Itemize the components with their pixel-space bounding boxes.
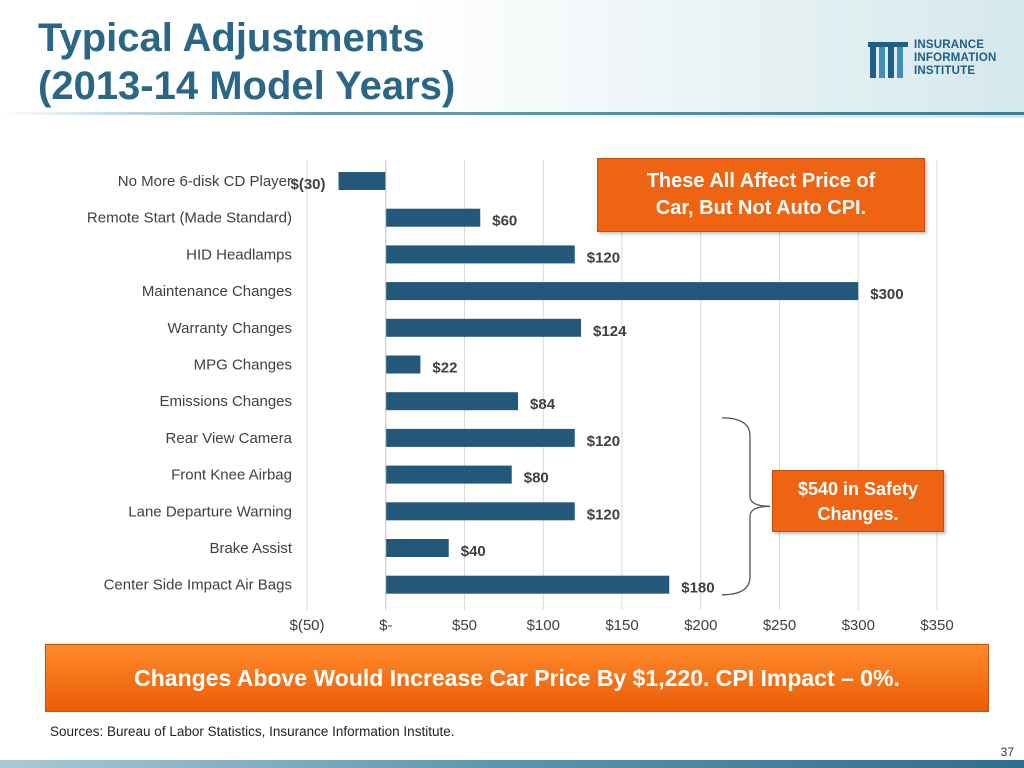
- category-label-11: Center Side Impact Air Bags: [104, 577, 292, 594]
- logo-line1: INSURANCE: [914, 39, 985, 51]
- x-tick-label-1: $-: [379, 617, 392, 634]
- data-label-8: $80: [524, 470, 549, 487]
- category-label-10: Brake Assist: [209, 540, 292, 557]
- safety-line1: $540 in Safety: [797, 479, 919, 499]
- data-label-7: $120: [587, 433, 620, 450]
- price-impact-callout: These All Affect Price of Car, But Not A…: [597, 158, 925, 232]
- data-label-2: $120: [587, 249, 620, 266]
- iii-logo: INSURANCE INFORMATION INSTITUTE: [868, 38, 1018, 80]
- page-title: Typical Adjustments (2013-14 Model Years…: [38, 14, 455, 110]
- callout-line2: Car, But Not Auto CPI.: [655, 197, 867, 219]
- data-label-9: $120: [587, 506, 620, 523]
- data-label-1: $60: [492, 213, 517, 230]
- bar-1: [385, 208, 481, 227]
- bar-2: [385, 245, 575, 264]
- x-tick-label-0: $(50): [289, 617, 324, 634]
- bar-3: [385, 282, 859, 301]
- bar-8: [385, 465, 512, 484]
- category-label-9: Lane Departure Warning: [128, 503, 292, 520]
- logo-line2: INFORMATION: [914, 52, 997, 64]
- x-tick-label-3: $100: [527, 617, 560, 634]
- data-label-6: $84: [530, 396, 556, 413]
- bar-6: [385, 392, 519, 411]
- page-title-line2: (2013-14 Model Years): [38, 64, 456, 108]
- page-title-line1: Typical Adjustments: [38, 16, 425, 60]
- callout-line1: These All Affect Price of: [646, 170, 876, 192]
- x-tick-label-8: $350: [920, 617, 953, 634]
- data-label-4: $124: [593, 323, 627, 340]
- category-label-8: Front Knee Airbag: [171, 467, 292, 484]
- bar-11: [385, 575, 670, 594]
- iii-logo-icon: [868, 42, 908, 78]
- bar-4: [385, 318, 582, 337]
- category-label-1: Remote Start (Made Standard): [87, 210, 292, 227]
- header-background: [0, 0, 1024, 118]
- bar-10: [385, 539, 449, 557]
- data-label-5: $22: [432, 360, 457, 377]
- bar-0: [338, 172, 386, 190]
- safety-changes-callout: $540 in Safety Changes.: [772, 470, 944, 532]
- x-tick-label-5: $200: [684, 617, 717, 634]
- bar-chart: No More 6-disk CD Player$(30) Remote Star…: [87, 160, 954, 634]
- data-label-10: $40: [461, 543, 486, 560]
- safety-bracket: [721, 417, 771, 596]
- iii-logo-text: INSURANCE INFORMATION INSTITUTE: [914, 39, 996, 78]
- x-tick-label-7: $300: [842, 617, 875, 634]
- category-label-0: No More 6-disk CD Player: [118, 173, 292, 190]
- category-label-3: Maintenance Changes: [142, 283, 292, 300]
- bar-5: [385, 355, 421, 374]
- header-divider: [0, 112, 1024, 115]
- x-tick-label-2: $50: [452, 617, 477, 634]
- summary-banner: Changes Above Would Increase Car Price B…: [45, 644, 989, 712]
- safety-line2: Changes.: [817, 504, 899, 524]
- data-label-3: $300: [870, 286, 903, 303]
- bar-9: [385, 502, 575, 521]
- sources-note: Sources: Bureau of Labor Statistics, Ins…: [50, 724, 455, 739]
- category-label-6: Emissions Changes: [159, 393, 292, 410]
- x-tick-label-6: $250: [763, 617, 796, 634]
- bar-7: [385, 428, 575, 447]
- x-tick-label-4: $150: [605, 617, 638, 634]
- category-label-7: Rear View Camera: [166, 430, 293, 447]
- data-label-0: $(30): [291, 176, 326, 193]
- data-label-11: $180: [681, 580, 714, 597]
- footer-bar: [0, 760, 1024, 768]
- category-label-2: HID Headlamps: [186, 246, 292, 263]
- category-label-5: MPG Changes: [194, 357, 292, 374]
- category-label-4: Warranty Changes: [168, 320, 293, 337]
- logo-line3: INSTITUTE: [914, 65, 976, 77]
- page-number: 37: [1000, 745, 1014, 759]
